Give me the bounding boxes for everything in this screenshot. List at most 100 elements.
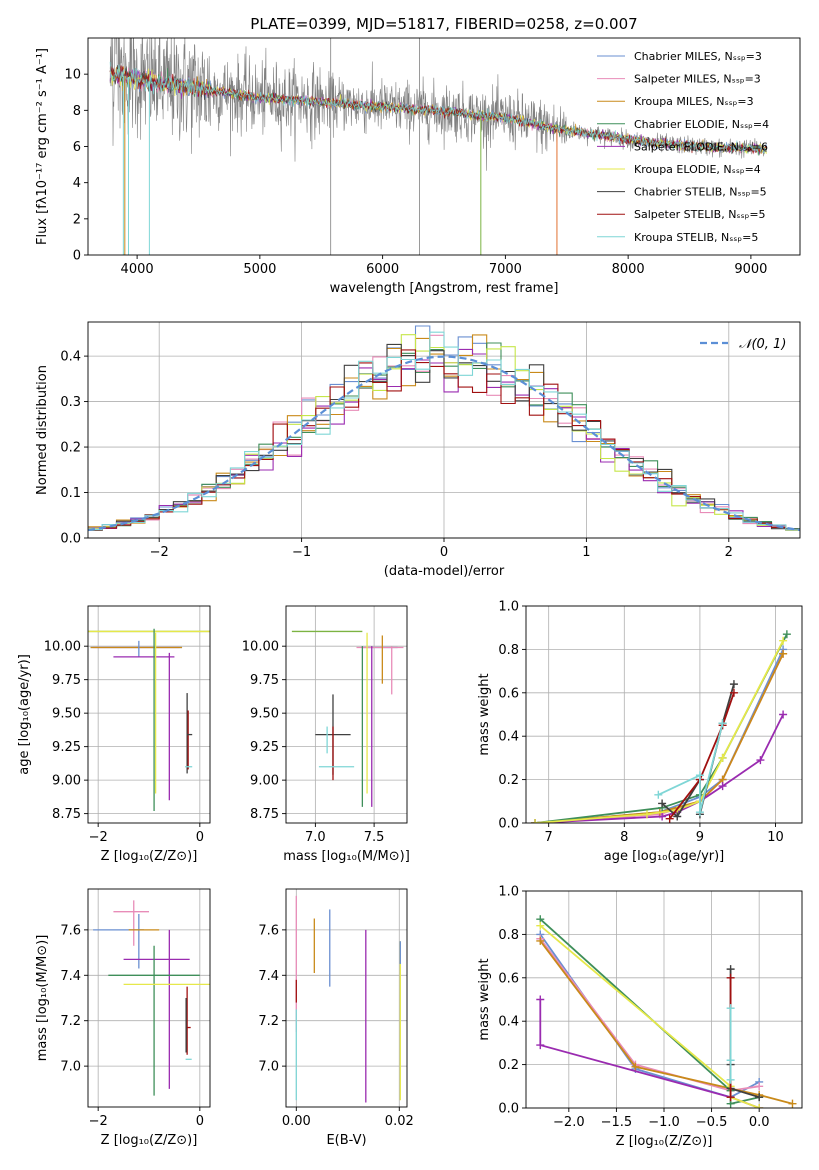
y-tick-label: 10.00 (44, 640, 81, 655)
x-tick-label: −2.0 (553, 1115, 585, 1130)
y-tick-label: 9.50 (250, 707, 279, 722)
mass-weight-point (642, 810, 651, 819)
legend-label: Salpeter STELIB, Nₛₛₚ=5 (634, 208, 766, 221)
y-tick-label: 8.75 (250, 807, 279, 822)
x-tick-label: −1.0 (648, 1115, 680, 1130)
x-tick-label: 5000 (243, 262, 276, 277)
y-tick-label: 9.00 (52, 774, 81, 789)
x-tick-label: −1 (292, 545, 311, 560)
panel-spectrum: 4000 5000 6000 7000 8000 9000 0 2 4 6 8 10 wavelengt… (35, 15, 801, 296)
plot-area (295, 895, 401, 1103)
mass-weight-point (726, 1056, 735, 1065)
panel-mw-vs-age: 7 8 9 10 0.0 0.2 0.4 0.6 0.8 1.0 age [log₁₀(age/yr… (477, 600, 803, 864)
mass-weight-line (539, 938, 760, 1092)
mass-weight-line (539, 918, 760, 1105)
x-tick-label: 8000 (612, 262, 645, 277)
y-axis-label: age [log₁₀(age/yr)] (17, 654, 32, 775)
mass-weight-point (673, 812, 682, 821)
x-tick-label: 7 (545, 830, 553, 845)
plot-area (291, 630, 404, 807)
panel-age-vs-mass: 7.0 7.5 8.75 9.00 9.25 9.50 9.75 10.00 mass [log… (242, 605, 410, 864)
axes-frame (285, 605, 408, 824)
y-tick-label: 7.0 (258, 1060, 279, 1075)
y-tick-label: 7.6 (60, 923, 81, 938)
y-tick-label: 0.6 (498, 686, 519, 701)
x-tick-label: 1 (582, 545, 590, 560)
x-tick-label: −1.5 (601, 1115, 633, 1130)
mass-weight-point (654, 790, 663, 799)
x-axis-label: E(B-V) (326, 1133, 366, 1148)
mass-weight-point (658, 812, 667, 821)
panel-age-vs-Z: −2 0 8.75 9.00 9.25 9.50 9.75 10.00 Z [log₁₀(Z/Z… (17, 605, 211, 864)
x-tick-label: 9000 (734, 262, 767, 277)
mass-weight-point (755, 1082, 764, 1091)
mass-weight-line (539, 940, 793, 1105)
chart-title: PLATE=0399, MJD=51817, FIBERID=0258, z=0… (250, 15, 637, 33)
y-tick-label: 7.6 (258, 923, 279, 938)
mass-weight-point (665, 814, 674, 823)
plot-area (88, 628, 210, 811)
y-tick-label: 4 (73, 176, 81, 191)
axes-frame (87, 888, 211, 1108)
y-tick-label: 10 (64, 68, 81, 83)
x-axis-label: (data-model)/error (384, 564, 505, 579)
x-tick-label: 0 (196, 830, 204, 845)
y-axis-label: mass weight (477, 673, 492, 755)
y-axis-label: mass weight (477, 958, 492, 1040)
x-tick-label: 0 (196, 1114, 204, 1129)
y-tick-label: 7.4 (258, 969, 279, 984)
x-tick-label: 9 (696, 830, 704, 845)
mass-weight-line (668, 692, 735, 820)
x-tick-label: −2 (89, 1114, 108, 1129)
mass-weight-point (536, 1041, 545, 1050)
y-tick-label: 9.25 (52, 740, 81, 755)
legend-label: Chabrier MILES, Nₛₛₚ=3 (634, 50, 762, 63)
mass-weight-point (536, 995, 545, 1004)
legend-label: 𝒩(0, 1) (739, 337, 786, 352)
y-tick-label: 0.8 (498, 928, 519, 943)
mass-weight-point (695, 771, 704, 780)
mass-weight-point (788, 1099, 797, 1108)
mass-weight-line (539, 933, 760, 1099)
plot-area (93, 900, 210, 1096)
mass-weight-point (779, 710, 788, 719)
normal-distribution-curve (88, 355, 800, 532)
mass-weight-point (536, 921, 545, 930)
y-tick-label: 0.6 (498, 971, 519, 986)
y-tick-label: 7.0 (60, 1060, 81, 1075)
y-tick-label: 0.2 (60, 441, 81, 456)
y-tick-label: 7.2 (60, 1014, 81, 1029)
axes-frame (285, 888, 408, 1108)
legend-label: Kroupa STELIB, Nₛₛₚ=5 (634, 231, 758, 244)
y-tick-label: 1.0 (498, 600, 519, 615)
mass-weight-line (535, 653, 784, 823)
panel-mass-vs-Z: −2 0 7.0 7.2 7.4 7.6 Z [log₁₀(Z/Z⊙)] mass [log₁… (35, 888, 211, 1148)
mass-weight-point (779, 649, 788, 658)
y-tick-label: 0.0 (498, 1102, 519, 1117)
mass-weight-line (539, 999, 760, 1108)
x-tick-label: 7.0 (305, 830, 326, 845)
y-tick-label: 9.25 (250, 740, 279, 755)
y-tick-label: 7.2 (258, 1014, 279, 1029)
mass-weight-point (718, 719, 727, 728)
y-tick-label: 0.2 (498, 1058, 519, 1073)
mass-weight-point (726, 1075, 735, 1084)
mass-weight-line (657, 722, 724, 813)
model-spectrum (109, 61, 767, 154)
y-axis-label: Flux [fλ10⁻¹⁷ erg cm⁻² s⁻¹ A⁻¹] (35, 48, 50, 245)
plot-area (531, 630, 791, 823)
mass-weight-point (718, 782, 727, 791)
y-tick-label: 9.75 (52, 673, 81, 688)
y-tick-label: 0.4 (498, 1015, 519, 1030)
panel-residuals: −2 −1 0 1 2 0.0 0.1 0.2 0.3 0.4 (data-model)/error… (35, 321, 801, 579)
y-tick-label: 2 (73, 212, 81, 227)
x-tick-label: 6000 (366, 262, 399, 277)
y-tick-label: 9.75 (250, 673, 279, 688)
y-tick-label: 8 (73, 104, 81, 119)
mass-weight-point (726, 1093, 735, 1102)
y-tick-label: 0.1 (60, 486, 81, 501)
x-tick-label: 7.5 (364, 830, 385, 845)
x-axis-label: Z [log₁₀(Z/Z⊙)] (101, 849, 198, 864)
mass-weight-point (779, 636, 788, 645)
